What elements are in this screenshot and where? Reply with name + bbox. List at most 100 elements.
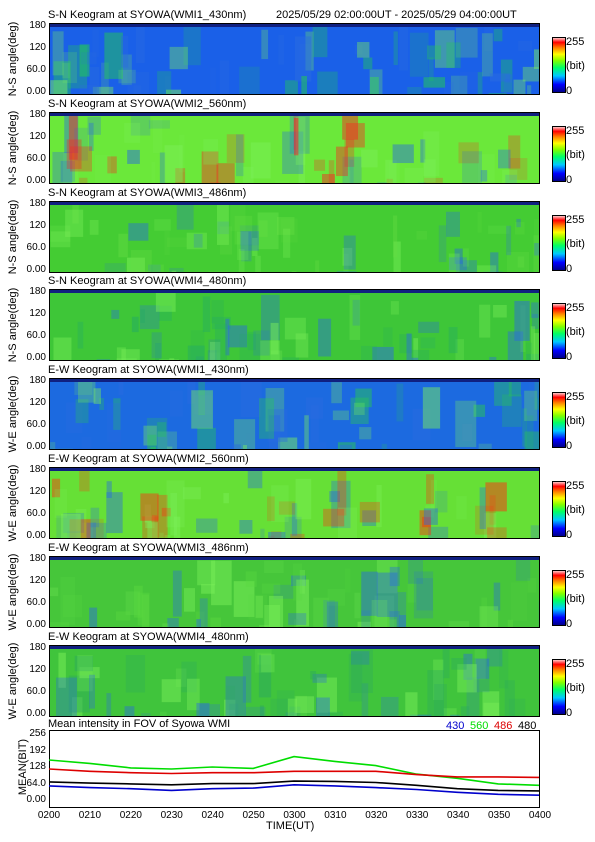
angle-tick-label: 60.0 — [26, 64, 46, 75]
angle-tick-label: 180 — [29, 109, 46, 120]
keogram-image — [49, 467, 540, 539]
colorbar-unit-label: (bit) — [566, 238, 585, 250]
chart-xtick-label: 0300 — [283, 810, 306, 821]
keogram-title: E-W Keogram at SYOWA(WMI1_430nm) — [48, 364, 249, 376]
colorbar-unit-label: (bit) — [566, 504, 585, 516]
colorbar-max-label: 255 — [566, 36, 585, 48]
colorbar — [552, 570, 566, 626]
colorbar-max-label: 255 — [566, 302, 585, 314]
keogram-image — [49, 645, 540, 717]
keogram-frame — [49, 467, 540, 539]
angle-tick-label: 0.00 — [26, 86, 46, 97]
chart-xtick-label: 0200 — [37, 810, 61, 821]
colorbar — [552, 481, 566, 537]
datetime-range: 2025/05/29 02:00:00UT - 2025/05/29 04:00… — [276, 9, 517, 21]
colorbar-unit-label: (bit) — [566, 149, 585, 161]
colorbar-max-label: 255 — [566, 391, 585, 403]
colorbar-unit-label: (bit) — [566, 326, 585, 338]
colorbar-max-label: 255 — [566, 569, 585, 581]
keogram-image — [49, 378, 540, 450]
colorbar-min-label: 0 — [566, 351, 573, 363]
colorbar — [552, 659, 566, 715]
colorbar-max-label: 255 — [566, 214, 585, 226]
legend-entry: 486 — [494, 720, 513, 732]
keogram-frame — [49, 556, 540, 628]
colorbar-min-label: 0 — [566, 85, 573, 97]
keogram-title: E-W Keogram at SYOWA(WMI2_560nm) — [48, 453, 249, 465]
chart-xtick-label: 0350 — [487, 810, 511, 821]
colorbar-unit-label: (bit) — [566, 415, 585, 427]
angle-tick-label: 120 — [29, 486, 46, 497]
angle-tick-label: 0.00 — [26, 175, 46, 186]
chart-ytick-label: 0.00 — [26, 794, 46, 805]
keogram-frame — [49, 378, 540, 450]
angle-tick-label: 180 — [29, 286, 46, 297]
series-line-486 — [49, 768, 540, 779]
chart-xtick-label: 0320 — [365, 810, 388, 821]
colorbar-min-label: 0 — [566, 618, 573, 630]
keogram-title: E-W Keogram at SYOWA(WMI3_486nm) — [48, 542, 249, 554]
chart-xtick-label: 0220 — [119, 810, 142, 821]
colorbar — [552, 215, 566, 271]
legend-entry: 560 — [470, 720, 489, 732]
chart-ytick-label: 192 — [29, 744, 46, 756]
keogram-frame — [49, 645, 540, 717]
angle-tick-label: 0.00 — [26, 530, 46, 541]
keogram-image — [49, 201, 540, 273]
keogram-title: S-N Keogram at SYOWA(WMI3_486nm) — [48, 187, 247, 199]
angle-tick-label: 120 — [29, 42, 46, 53]
colorbar-unit-label: (bit) — [566, 682, 585, 694]
angle-tick-label: 60.0 — [26, 597, 46, 608]
chart-ytick-label: 64.0 — [26, 777, 46, 789]
chart-ytick-label: 128 — [29, 761, 46, 772]
colorbar — [552, 392, 566, 448]
angle-tick-label: 180 — [29, 375, 46, 386]
keogram-title: S-N Keogram at SYOWA(WMI4_480nm) — [48, 275, 247, 287]
angle-tick-label: 60.0 — [26, 153, 46, 164]
chart-xtick-label: 0230 — [160, 810, 183, 821]
chart-xtick-label: 0310 — [324, 810, 347, 821]
colorbar-min-label: 0 — [566, 529, 573, 541]
keogram-title: S-N Keogram at SYOWA(WMI2_560nm) — [48, 98, 247, 110]
chart-xlabel: TIME(UT) — [266, 820, 315, 832]
angle-tick-label: 0.00 — [26, 619, 46, 630]
chart-frame — [49, 730, 540, 808]
colorbar — [552, 126, 566, 182]
angle-tick-label: 0.00 — [26, 708, 46, 719]
colorbar-min-label: 0 — [566, 263, 573, 275]
angle-tick-label: 60.0 — [26, 330, 46, 341]
colorbar-min-label: 0 — [566, 174, 573, 186]
colorbar — [552, 303, 566, 359]
angle-tick-label: 120 — [29, 664, 46, 675]
chart-ytick-label: 256 — [29, 728, 46, 739]
colorbar-max-label: 255 — [566, 125, 585, 137]
angle-tick-label: 0.00 — [26, 441, 46, 452]
chart-xtick-label: 0330 — [406, 810, 429, 821]
chart-xtick-label: 0210 — [78, 810, 102, 821]
keogram-title: S-N Keogram at SYOWA(WMI1_430nm) — [48, 9, 247, 21]
keogram-image — [49, 289, 540, 361]
legend-entry: 430 — [446, 720, 465, 732]
angle-tick-label: 0.00 — [26, 352, 46, 363]
keogram-title: E-W Keogram at SYOWA(WMI4_480nm) — [48, 631, 249, 643]
angle-tick-label: 0.00 — [26, 264, 46, 275]
angle-tick-label: 120 — [29, 575, 46, 586]
colorbar — [552, 37, 566, 93]
colorbar-unit-label: (bit) — [566, 60, 585, 72]
angle-tick-label: 180 — [29, 20, 46, 31]
keogram-frame — [49, 289, 540, 361]
chart-xtick-label: 0400 — [528, 810, 552, 821]
keogram-frame — [49, 23, 540, 95]
chart-xtick-label: 0250 — [242, 810, 265, 821]
angle-tick-label: 180 — [29, 464, 46, 475]
angle-tick-label: 60.0 — [26, 508, 46, 519]
keogram-frame — [49, 201, 540, 273]
colorbar-max-label: 255 — [566, 480, 585, 492]
keogram-image — [49, 23, 540, 95]
colorbar-min-label: 0 — [566, 440, 573, 452]
angle-tick-label: 120 — [29, 220, 46, 231]
series-line-430 — [49, 783, 540, 796]
series-line-480 — [49, 780, 540, 792]
keogram-frame — [49, 112, 540, 184]
angle-tick-label: 180 — [29, 642, 46, 653]
